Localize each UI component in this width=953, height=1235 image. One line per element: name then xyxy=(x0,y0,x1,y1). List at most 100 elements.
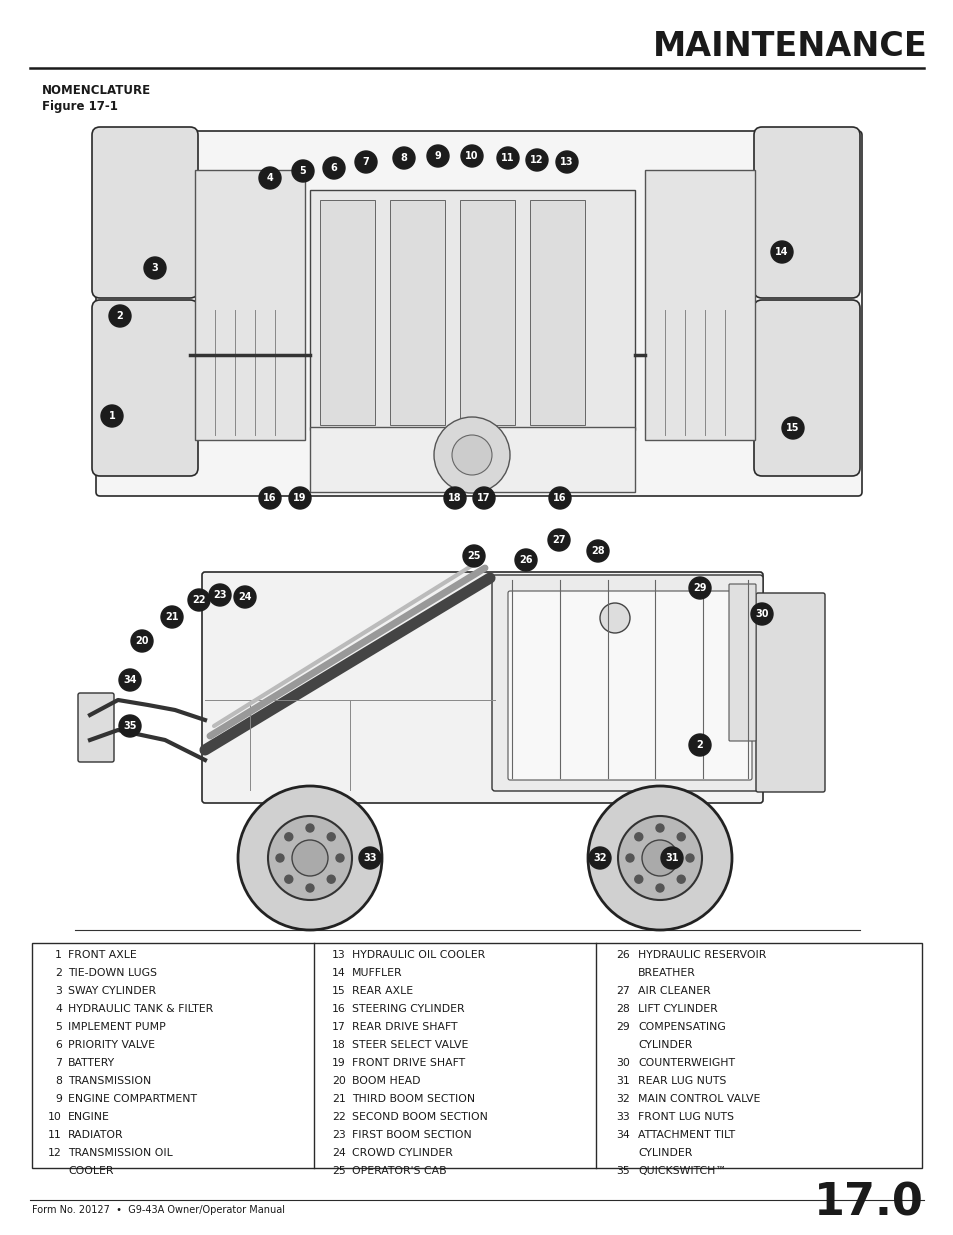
Text: 18: 18 xyxy=(332,1040,346,1050)
Text: 5: 5 xyxy=(55,1023,62,1032)
Text: 3: 3 xyxy=(152,263,158,273)
Text: 20: 20 xyxy=(135,636,149,646)
Text: 33: 33 xyxy=(616,1112,629,1123)
Circle shape xyxy=(685,853,693,862)
Text: FRONT DRIVE SHAFT: FRONT DRIVE SHAFT xyxy=(352,1058,465,1068)
FancyBboxPatch shape xyxy=(753,127,859,298)
Circle shape xyxy=(462,545,484,567)
Text: 10: 10 xyxy=(48,1112,62,1123)
Text: COMPENSATING: COMPENSATING xyxy=(638,1023,725,1032)
Text: BOOM HEAD: BOOM HEAD xyxy=(352,1076,420,1086)
Text: BATTERY: BATTERY xyxy=(68,1058,115,1068)
Text: 2: 2 xyxy=(116,311,123,321)
Circle shape xyxy=(161,606,183,629)
Text: 21: 21 xyxy=(332,1094,346,1104)
Circle shape xyxy=(258,487,281,509)
Circle shape xyxy=(285,832,293,841)
Text: 12: 12 xyxy=(49,1149,62,1158)
Text: 17: 17 xyxy=(476,493,490,503)
Circle shape xyxy=(434,417,510,493)
Text: 17.0: 17.0 xyxy=(813,1182,923,1225)
Text: CROWD CYLINDER: CROWD CYLINDER xyxy=(352,1149,453,1158)
FancyBboxPatch shape xyxy=(91,127,198,298)
Circle shape xyxy=(588,847,610,869)
Text: HYDRAULIC OIL COOLER: HYDRAULIC OIL COOLER xyxy=(352,950,485,960)
Circle shape xyxy=(443,487,465,509)
Text: 2: 2 xyxy=(696,740,702,750)
Circle shape xyxy=(144,257,166,279)
Text: 26: 26 xyxy=(518,555,532,564)
Circle shape xyxy=(625,853,634,862)
Text: TIE-DOWN LUGS: TIE-DOWN LUGS xyxy=(68,968,157,978)
Text: REAR DRIVE SHAFT: REAR DRIVE SHAFT xyxy=(352,1023,457,1032)
Text: 30: 30 xyxy=(616,1058,629,1068)
Text: 23: 23 xyxy=(332,1130,346,1140)
Text: COUNTERWEIGHT: COUNTERWEIGHT xyxy=(638,1058,734,1068)
Text: STEER SELECT VALVE: STEER SELECT VALVE xyxy=(352,1040,468,1050)
Text: 1: 1 xyxy=(109,411,115,421)
Circle shape xyxy=(188,589,210,611)
Circle shape xyxy=(677,876,684,883)
Circle shape xyxy=(656,824,663,832)
FancyBboxPatch shape xyxy=(91,300,198,475)
Bar xyxy=(459,200,515,425)
Circle shape xyxy=(660,847,682,869)
Text: BREATHER: BREATHER xyxy=(638,968,695,978)
Circle shape xyxy=(327,876,335,883)
Circle shape xyxy=(119,715,141,737)
Text: 28: 28 xyxy=(616,1004,629,1014)
Bar xyxy=(310,190,635,430)
Text: 16: 16 xyxy=(332,1004,346,1014)
Circle shape xyxy=(237,785,381,930)
Text: Form No. 20127  •  G9-43A Owner/Operator Manual: Form No. 20127 • G9-43A Owner/Operator M… xyxy=(32,1205,285,1215)
Circle shape xyxy=(233,585,255,608)
Text: 9: 9 xyxy=(435,151,441,161)
Text: QUICKSWITCH™: QUICKSWITCH™ xyxy=(638,1166,725,1176)
Circle shape xyxy=(285,876,293,883)
FancyBboxPatch shape xyxy=(78,693,113,762)
Circle shape xyxy=(618,816,701,900)
Circle shape xyxy=(292,840,328,876)
Circle shape xyxy=(452,435,492,475)
Text: Figure 17-1: Figure 17-1 xyxy=(42,100,118,112)
FancyBboxPatch shape xyxy=(753,300,859,475)
Text: IMPLEMENT PUMP: IMPLEMENT PUMP xyxy=(68,1023,166,1032)
Circle shape xyxy=(335,853,344,862)
Text: MAIN CONTROL VALVE: MAIN CONTROL VALVE xyxy=(638,1094,760,1104)
Text: 23: 23 xyxy=(213,590,227,600)
Text: 5: 5 xyxy=(299,165,306,177)
Circle shape xyxy=(473,487,495,509)
Bar xyxy=(319,200,375,425)
Circle shape xyxy=(131,630,152,652)
Text: 2: 2 xyxy=(55,968,62,978)
Text: 27: 27 xyxy=(552,535,565,545)
Text: REAR LUG NUTS: REAR LUG NUTS xyxy=(638,1076,725,1086)
Text: 29: 29 xyxy=(616,1023,629,1032)
Circle shape xyxy=(750,603,772,625)
Bar xyxy=(194,170,305,440)
Circle shape xyxy=(556,151,578,173)
Text: 32: 32 xyxy=(616,1094,629,1104)
Circle shape xyxy=(497,147,518,169)
Text: ENGINE: ENGINE xyxy=(68,1112,110,1123)
Text: 31: 31 xyxy=(664,853,678,863)
Text: ENGINE COMPARTMENT: ENGINE COMPARTMENT xyxy=(68,1094,196,1104)
Text: 11: 11 xyxy=(500,153,515,163)
Text: 28: 28 xyxy=(591,546,604,556)
Circle shape xyxy=(515,550,537,571)
Text: 1: 1 xyxy=(55,950,62,960)
Text: FRONT AXLE: FRONT AXLE xyxy=(68,950,136,960)
Bar xyxy=(390,200,444,425)
Circle shape xyxy=(547,529,569,551)
Text: 31: 31 xyxy=(616,1076,629,1086)
Circle shape xyxy=(292,161,314,182)
Text: 34: 34 xyxy=(123,676,136,685)
Text: LIFT CYLINDER: LIFT CYLINDER xyxy=(638,1004,717,1014)
Circle shape xyxy=(327,832,335,841)
Circle shape xyxy=(525,149,547,170)
Circle shape xyxy=(119,669,141,692)
Circle shape xyxy=(599,603,629,634)
Text: RADIATOR: RADIATOR xyxy=(68,1130,124,1140)
Text: OPERATOR'S CAB: OPERATOR'S CAB xyxy=(352,1166,446,1176)
Text: 10: 10 xyxy=(465,151,478,161)
